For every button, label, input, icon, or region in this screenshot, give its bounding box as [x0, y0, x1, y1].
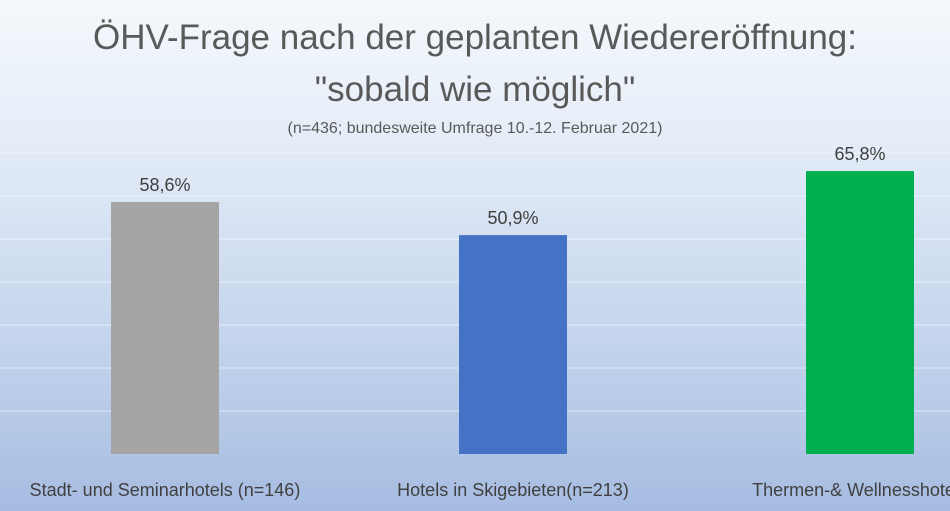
chart-title-line-1: ÖHV-Frage nach der geplanten Wiedereröff…	[93, 18, 857, 57]
chart-title-line-2: "sobald wie möglich"	[314, 70, 636, 109]
bar-2	[459, 235, 567, 454]
category-label-1: Stadt- und Seminarhotels (n=146)	[30, 480, 301, 500]
bar-1	[111, 202, 219, 454]
category-label-2: Hotels in Skigebieten(n=213)	[397, 480, 629, 500]
category-label-3: Thermen-& Wellnesshotels	[752, 480, 950, 500]
data-label-1: 58,6%	[139, 175, 190, 195]
data-label-3: 65,8%	[834, 144, 885, 164]
data-label-2: 50,9%	[487, 208, 538, 228]
chart-subtitle: (n=436; bundesweite Umfrage 10.-12. Febr…	[287, 120, 663, 137]
bar-3	[806, 171, 914, 454]
